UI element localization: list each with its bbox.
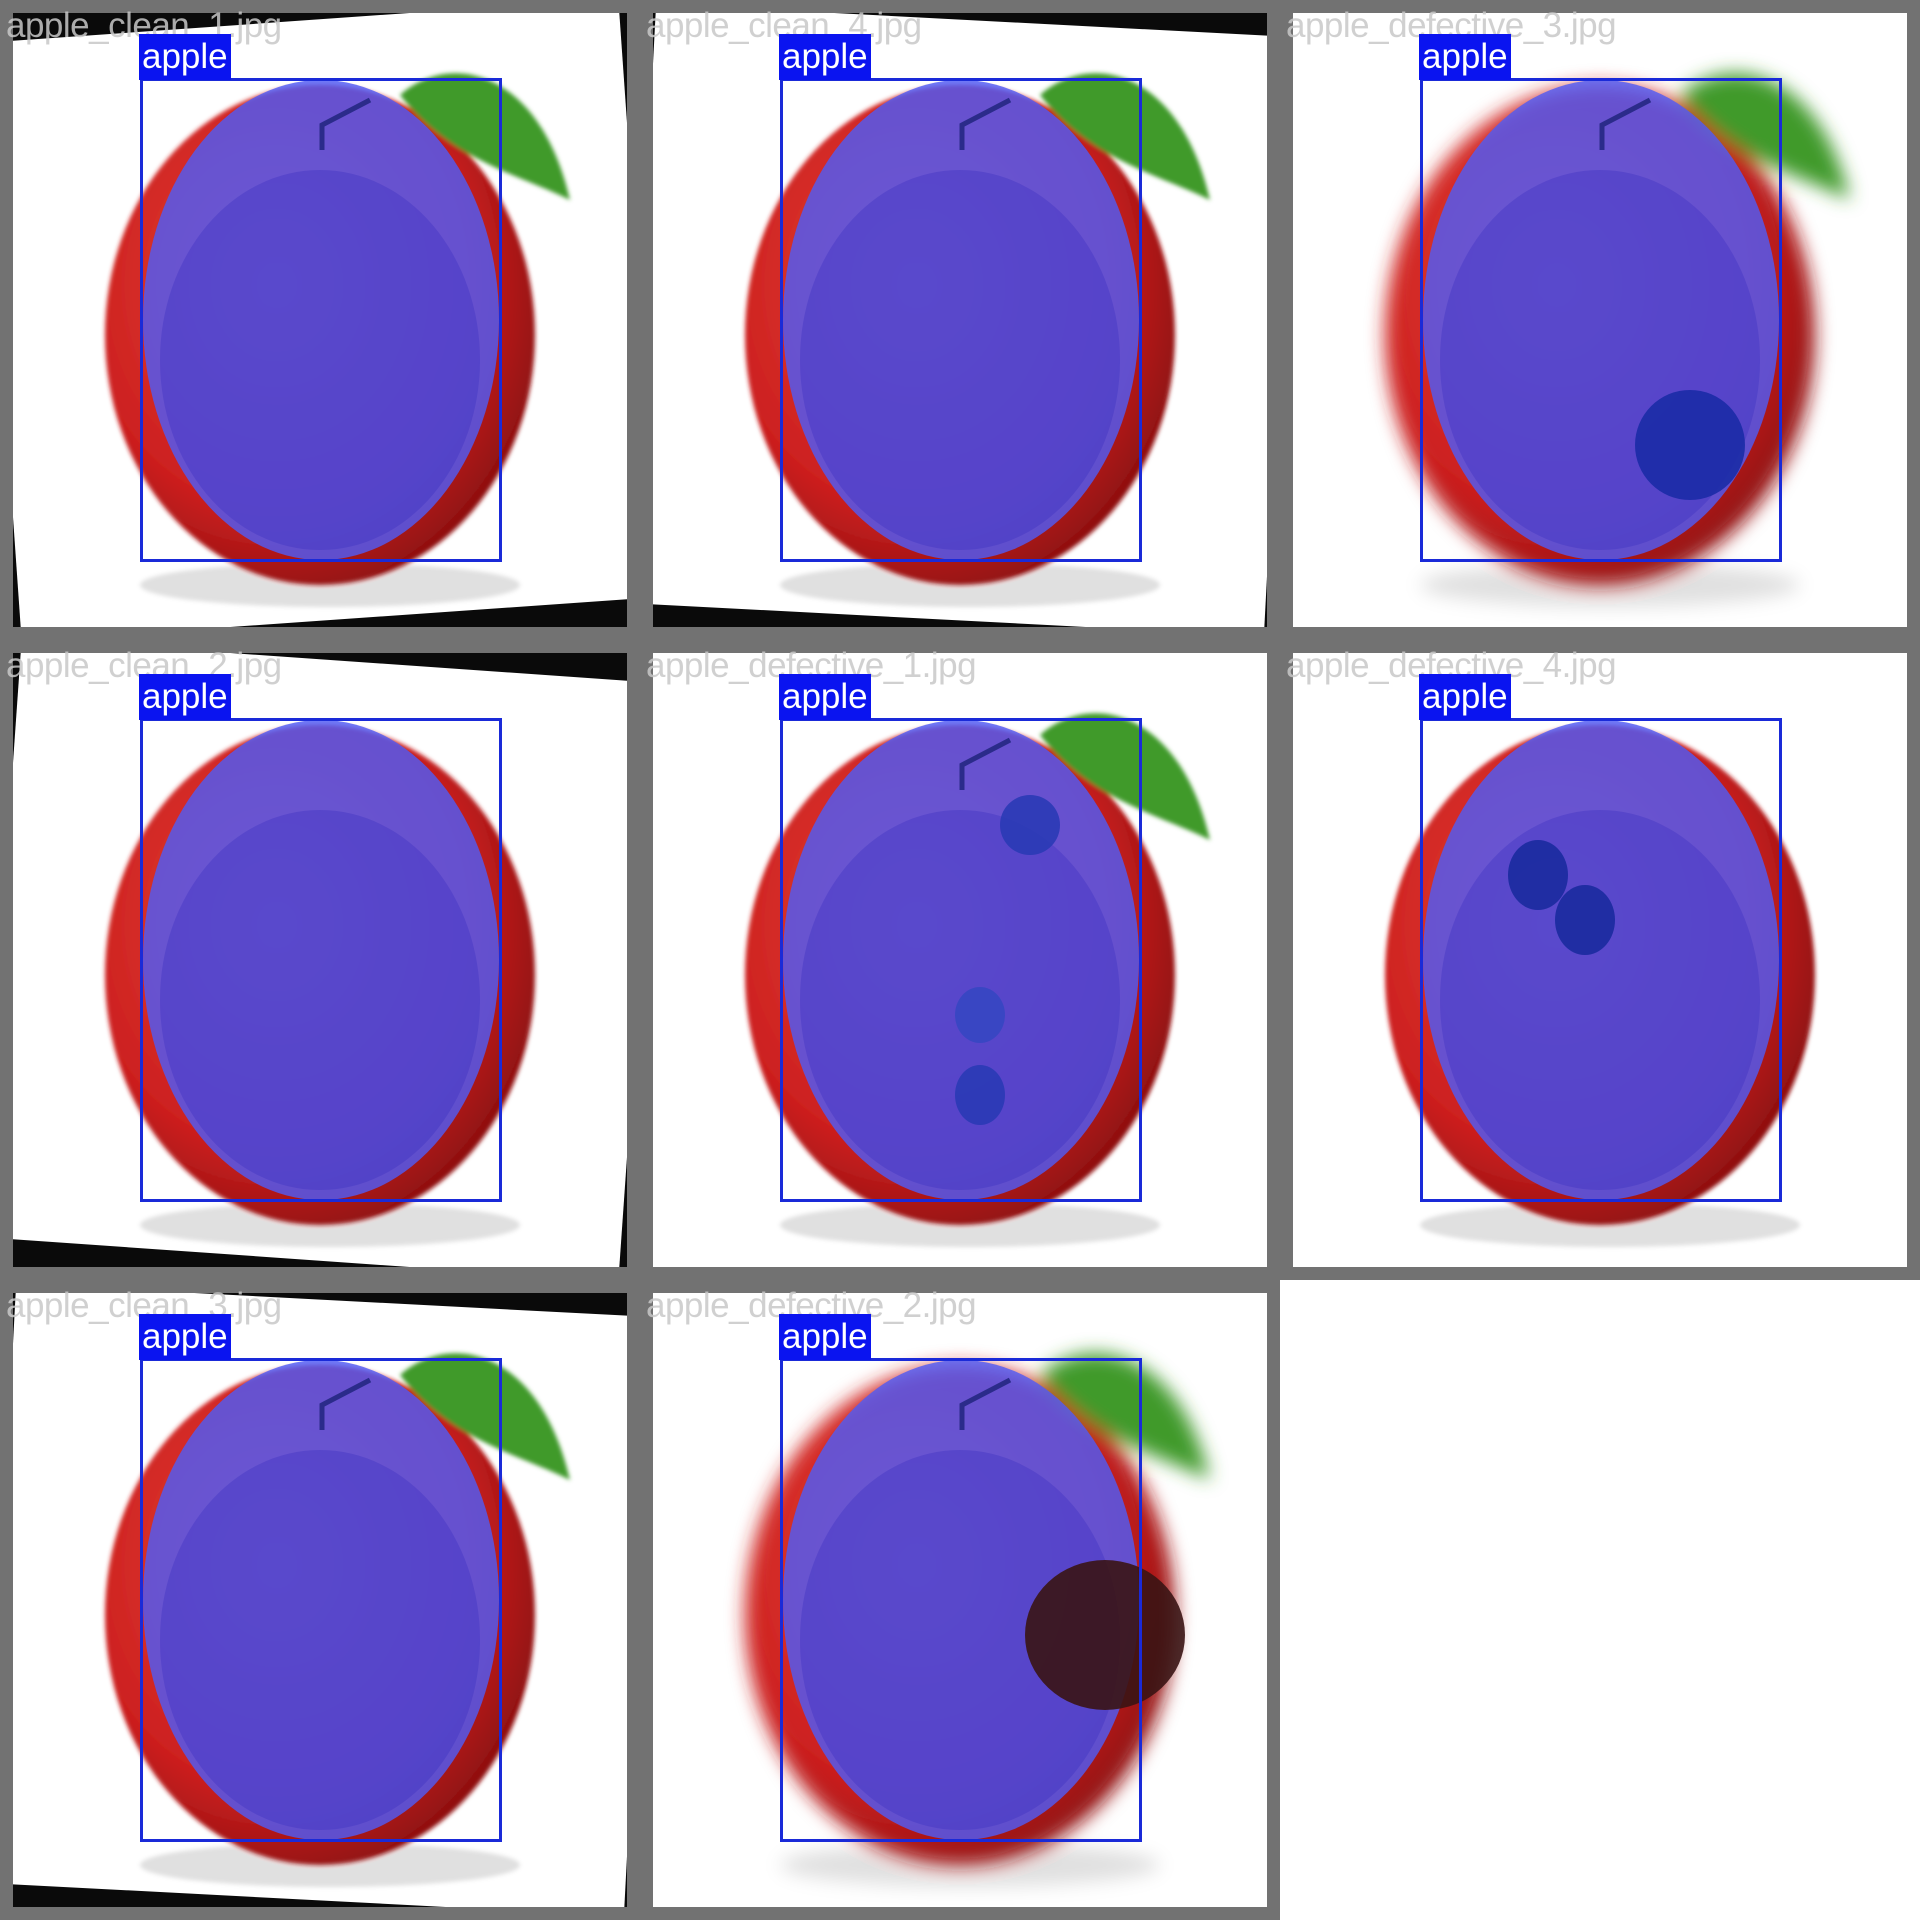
detection-tile: apple_clean_3.jpg apple <box>0 1280 640 1920</box>
apple-photo <box>640 1280 1280 1920</box>
defect-spot <box>1508 840 1568 910</box>
segmentation-mask <box>783 1360 1139 1840</box>
bounding-box <box>140 78 502 562</box>
segmentation-mask <box>143 720 499 1200</box>
defect-spot <box>1025 1560 1185 1710</box>
stem <box>959 1377 1012 1430</box>
bounding-box <box>140 718 502 1202</box>
detection-tile: apple_defective_3.jpg apple <box>1280 0 1920 640</box>
apple-photo <box>1280 640 1920 1280</box>
leaf-icon <box>1040 73 1210 200</box>
stem <box>959 737 1012 790</box>
detection-tile: apple_clean_1.jpg apple <box>0 0 640 640</box>
detection-tile: apple_clean_2.jpg apple <box>0 640 640 1280</box>
class-label: apple <box>139 1314 231 1360</box>
defect-spot <box>955 1065 1005 1125</box>
bounding-box <box>1420 78 1782 562</box>
defect-spot <box>1555 885 1615 955</box>
bounding-box <box>780 1358 1142 1842</box>
leaf-icon <box>1040 713 1210 840</box>
class-label: apple <box>139 34 231 80</box>
stem <box>319 97 372 150</box>
bounding-box <box>780 78 1142 562</box>
segmentation-mask <box>783 80 1139 560</box>
bounding-box <box>780 718 1142 1202</box>
apple-photo <box>640 640 1280 1280</box>
defect-spot <box>1635 390 1745 500</box>
apple-photo <box>0 1280 640 1920</box>
leaf-icon <box>1040 1353 1210 1480</box>
defect-spot <box>955 987 1005 1043</box>
class-label: apple <box>779 1314 871 1360</box>
leaf-icon <box>1680 73 1850 200</box>
bounding-box <box>140 1358 502 1842</box>
segmentation-mask <box>143 1360 499 1840</box>
bounding-box <box>1420 718 1782 1202</box>
class-label: apple <box>779 34 871 80</box>
leaf-icon <box>400 73 570 200</box>
stem <box>959 97 1012 150</box>
class-label: apple <box>779 674 871 720</box>
detection-tile: apple_defective_2.jpg apple <box>640 1280 1280 1920</box>
segmentation-mask <box>143 80 499 560</box>
apple-photo <box>0 0 640 640</box>
segmentation-mask <box>1423 720 1779 1200</box>
detection-tile: apple_clean_4.jpg apple <box>640 0 1280 640</box>
class-label: apple <box>139 674 231 720</box>
leaf-icon <box>400 1353 570 1480</box>
class-label: apple <box>1419 674 1511 720</box>
detection-tile: apple_defective_1.jpg apple <box>640 640 1280 1280</box>
apple-photo <box>640 0 1280 640</box>
apple-photo <box>0 640 640 1280</box>
apple-photo <box>1280 0 1920 640</box>
detection-tile: apple_defective_4.jpg apple <box>1280 640 1920 1280</box>
class-label: apple <box>1419 34 1511 80</box>
stem <box>319 1377 372 1430</box>
defect-spot <box>1000 795 1060 855</box>
stem <box>1599 97 1652 150</box>
